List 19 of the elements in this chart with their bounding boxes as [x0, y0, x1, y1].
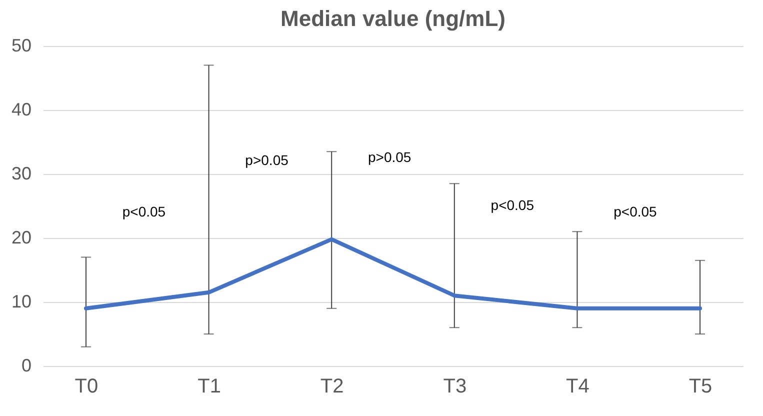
- y-tick-label: 40: [11, 100, 32, 120]
- annotation: p<0.05: [122, 203, 166, 220]
- x-tick-label: T2: [320, 376, 344, 398]
- y-tick-label: 0: [21, 356, 32, 376]
- y-tick-label: 50: [11, 36, 32, 56]
- chart-title: Median value (ng/mL): [280, 6, 506, 31]
- x-tick-label: T0: [74, 376, 98, 398]
- x-tick-label: T4: [566, 376, 590, 398]
- annotation: p>0.05: [245, 152, 289, 168]
- annotation: p>0.05: [368, 149, 412, 165]
- x-tick-label: T3: [443, 376, 467, 398]
- x-tick-label: T5: [688, 376, 712, 398]
- y-tick-label: 30: [11, 164, 32, 184]
- y-tick-label: 10: [11, 292, 32, 312]
- annotation: p<0.05: [490, 197, 534, 213]
- annotation: p<0.05: [614, 203, 658, 220]
- line-series: [84, 237, 702, 310]
- y-tick-label: 20: [11, 228, 32, 248]
- x-tick-label: T1: [198, 376, 221, 398]
